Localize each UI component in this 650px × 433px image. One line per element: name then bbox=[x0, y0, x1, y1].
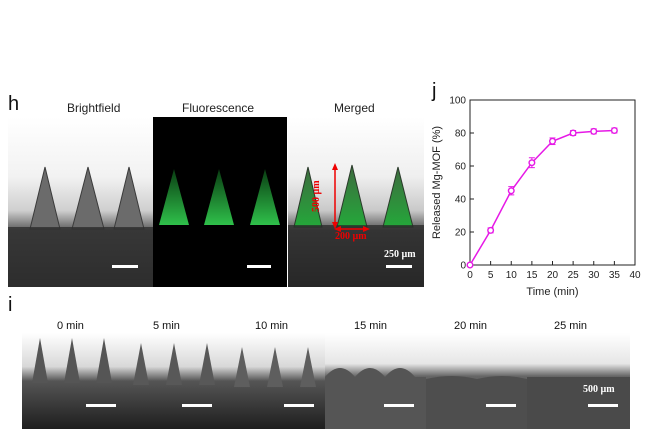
x-tick-label: 25 bbox=[568, 270, 580, 281]
y-tick-label: 80 bbox=[455, 129, 467, 140]
scale-bar bbox=[284, 404, 314, 407]
scale-bar bbox=[112, 265, 138, 268]
y-tick-label: 100 bbox=[449, 96, 466, 107]
data-point bbox=[528, 159, 536, 167]
y-tick-label: 20 bbox=[455, 228, 467, 239]
merged-needles bbox=[288, 163, 424, 287]
scale-bar-label: 250 µm bbox=[384, 249, 416, 260]
label-fluorescence: Fluorescence bbox=[182, 101, 255, 115]
x-tick-label: 40 bbox=[629, 270, 641, 281]
scale-bar bbox=[182, 404, 212, 407]
x-axis-label: Time (min) bbox=[526, 286, 578, 298]
y-axis-label: Released Mg-MOF (%) bbox=[431, 126, 443, 239]
data-point bbox=[466, 261, 474, 269]
fluorescence-needles bbox=[159, 169, 280, 225]
scale-bar bbox=[384, 404, 414, 407]
data-point bbox=[569, 129, 577, 137]
panel-i-letter: i bbox=[8, 294, 13, 316]
time-label-15: 15 min bbox=[354, 320, 388, 332]
x-tick-label: 35 bbox=[609, 270, 621, 281]
x-tick-label: 5 bbox=[488, 270, 494, 281]
time-label-0: 0 min bbox=[57, 320, 84, 332]
y-tick-label: 40 bbox=[455, 195, 467, 206]
x-tick-label: 10 bbox=[506, 270, 518, 281]
x-tick-label: 0 bbox=[467, 270, 473, 281]
y-tick-label: 0 bbox=[460, 261, 466, 272]
height-annotation: 500 µm bbox=[311, 180, 322, 212]
series-line bbox=[469, 129, 615, 266]
time-label-25: 25 min bbox=[554, 320, 588, 332]
brightfield-needles bbox=[8, 166, 153, 287]
x-tick-label: 15 bbox=[526, 270, 538, 281]
scale-bar bbox=[588, 404, 618, 407]
scale-bar-label: 500 µm bbox=[583, 384, 615, 395]
scale-bar bbox=[486, 404, 516, 407]
time-label-20: 20 min bbox=[454, 320, 488, 332]
scale-bar bbox=[386, 265, 412, 268]
width-annotation: 200 µm bbox=[335, 231, 367, 242]
time-series-strip: 500 µm bbox=[22, 333, 630, 429]
data-point bbox=[548, 137, 556, 145]
label-brightfield: Brightfield bbox=[67, 101, 121, 115]
scale-bar bbox=[86, 404, 116, 407]
label-merged: Merged bbox=[334, 101, 375, 115]
merged-image: 500 µm 200 µm 250 µm bbox=[288, 117, 424, 287]
y-tick-label: 60 bbox=[455, 162, 467, 173]
x-tick-label: 30 bbox=[588, 270, 600, 281]
data-point bbox=[610, 127, 618, 135]
panel-j-letter: j bbox=[432, 80, 437, 102]
data-point bbox=[507, 187, 515, 195]
x-tick-label: 20 bbox=[547, 270, 559, 281]
time-label-5: 5 min bbox=[153, 320, 180, 332]
brightfield-image bbox=[8, 117, 153, 287]
data-point bbox=[487, 226, 495, 234]
fluorescence-image bbox=[153, 117, 287, 287]
panel-h-letter: h bbox=[8, 93, 20, 115]
release-chart: 0 5 10 15 20 25 30 35 40 0 20 40 60 80 100 Time (min) Re… bbox=[431, 96, 641, 299]
time-label-10: 10 min bbox=[255, 320, 289, 332]
scale-bar bbox=[247, 265, 271, 268]
data-point bbox=[590, 127, 598, 135]
plot-frame bbox=[469, 99, 636, 266]
dissolution-frames bbox=[22, 333, 630, 429]
